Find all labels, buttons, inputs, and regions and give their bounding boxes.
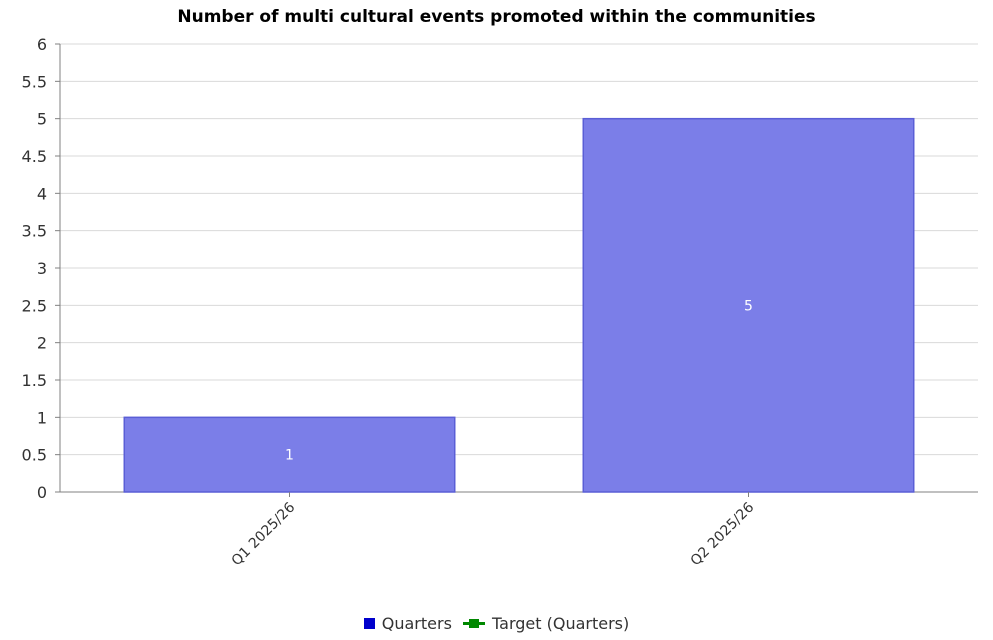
y-tick-label: 0.5 [22,446,47,465]
legend-swatch-quarters [363,618,375,629]
y-tick-label: 2.5 [22,296,47,315]
legend-swatch-target [463,618,486,629]
y-tick-label: 3.5 [22,222,47,241]
y-tick-label: 5.5 [22,72,47,91]
x-tick-label: Q2 2025/26 [688,499,758,569]
bar [123,416,456,493]
y-tick-label: 4 [37,184,47,203]
y-tick-label: 3 [37,259,47,278]
y-tick-label: 2 [37,334,47,353]
y-tick-label: 4.5 [22,147,47,166]
y-tick-label: 1 [37,408,47,427]
bar-data-label: 1 [285,448,294,464]
y-tick-label: 6 [37,35,47,54]
chart-title: Number of multi cultural events promoted… [177,7,816,27]
y-tick-label: 0 [37,483,47,502]
chart-legend: Quarters Target (Quarters) [0,613,993,633]
bar-data-label: 5 [744,298,753,314]
legend-label-quarters: Quarters [381,614,452,633]
x-tick-label: Q1 2025/26 [229,499,299,569]
legend-label-target: Target (Quarters) [492,614,630,633]
legend-item-target[interactable]: Target (Quarters) [463,614,629,633]
y-tick-label: 5 [37,110,47,129]
bar [582,117,915,493]
legend-item-quarters[interactable]: Quarters [363,614,452,633]
y-tick-label: 1.5 [22,371,47,390]
